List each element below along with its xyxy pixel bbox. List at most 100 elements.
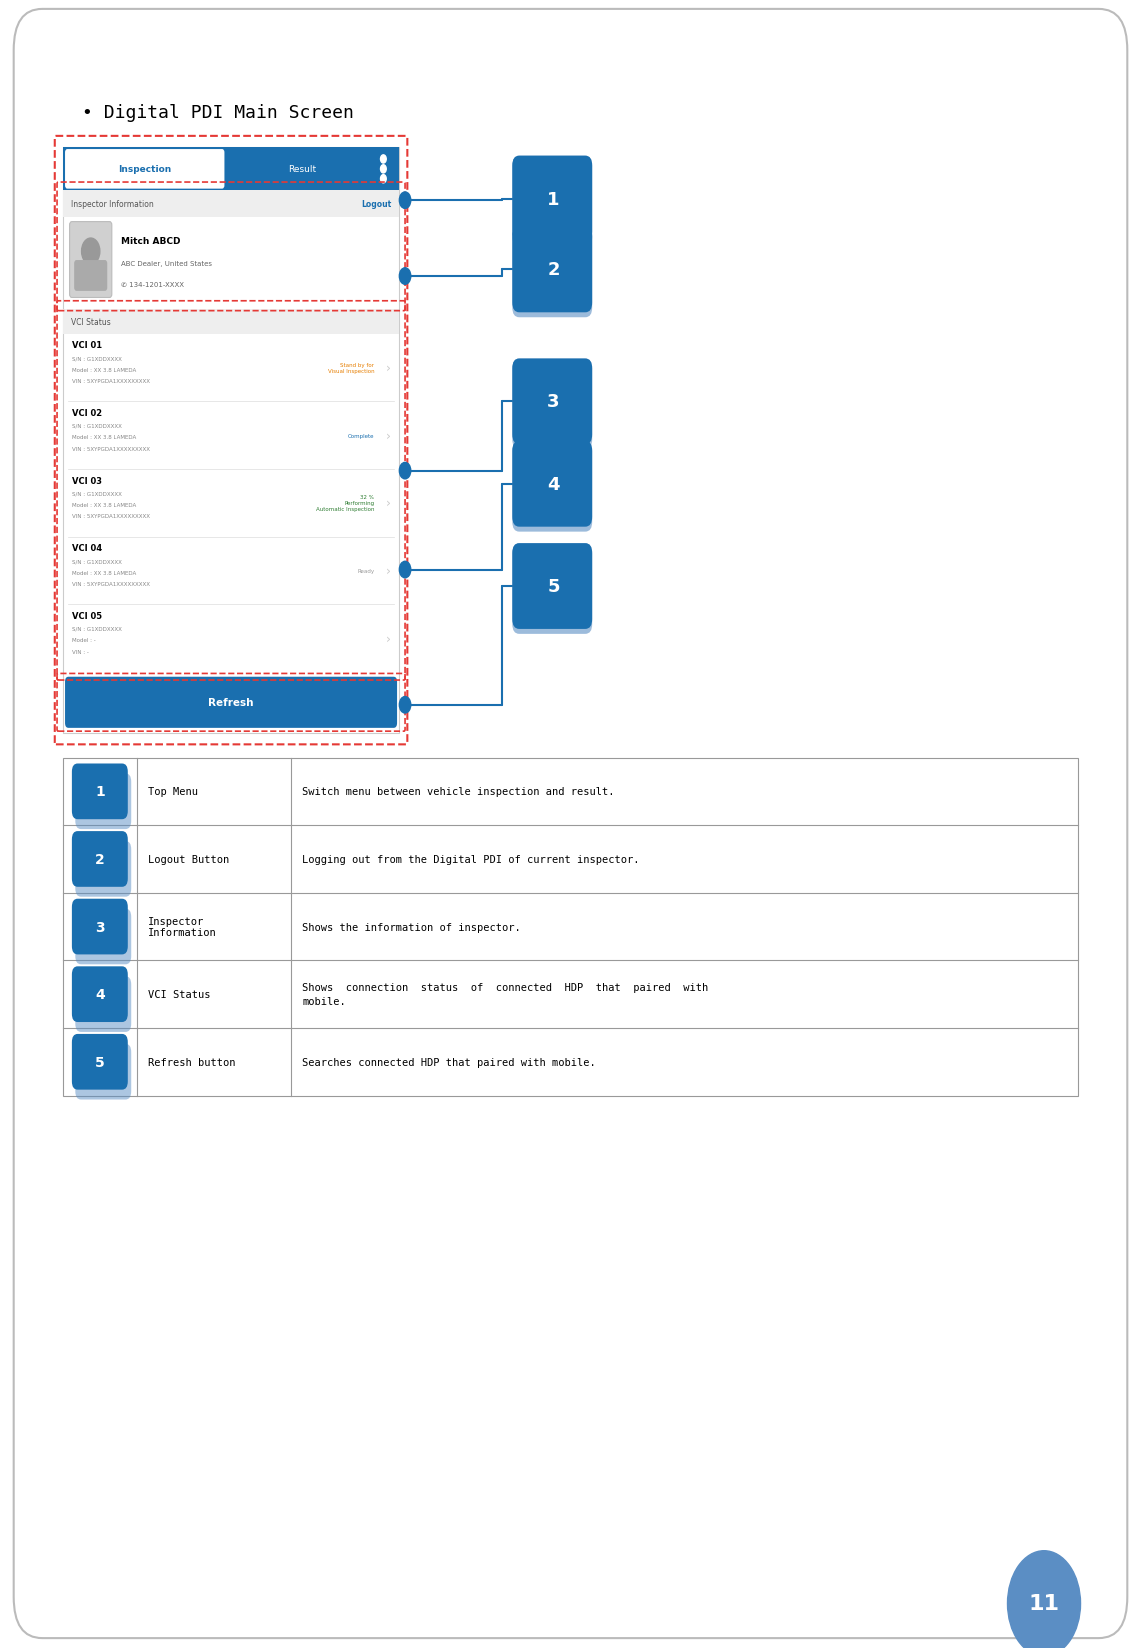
FancyBboxPatch shape — [512, 359, 592, 445]
Text: ›: › — [386, 565, 390, 577]
Text: Top Menu: Top Menu — [148, 786, 199, 798]
Text: Ready: Ready — [357, 569, 374, 574]
Text: 2: 2 — [95, 852, 105, 867]
Text: 5: 5 — [548, 578, 559, 595]
FancyBboxPatch shape — [75, 910, 131, 964]
FancyBboxPatch shape — [512, 544, 592, 634]
Circle shape — [380, 157, 386, 165]
FancyBboxPatch shape — [72, 765, 128, 819]
Circle shape — [380, 176, 386, 185]
Text: Result: Result — [288, 165, 316, 175]
Text: 11: 11 — [1028, 1594, 1060, 1613]
FancyBboxPatch shape — [512, 157, 592, 247]
Text: ›: › — [386, 633, 390, 644]
Bar — [63, 148, 399, 191]
Text: VIN : -: VIN : - — [72, 649, 89, 654]
Text: 3: 3 — [95, 920, 105, 934]
Text: ›: › — [386, 498, 390, 509]
FancyBboxPatch shape — [512, 157, 592, 242]
FancyBboxPatch shape — [74, 260, 107, 292]
Text: S/N : G1XDDXXXX: S/N : G1XDDXXXX — [72, 424, 122, 428]
Text: Logout Button: Logout Button — [148, 854, 229, 865]
Text: Searches connected HDP that paired with mobile.: Searches connected HDP that paired with … — [302, 1056, 596, 1068]
Text: ABC Dealer, United States: ABC Dealer, United States — [121, 260, 212, 267]
Text: Model : XX 3.8 LAMEDA: Model : XX 3.8 LAMEDA — [72, 435, 136, 440]
FancyBboxPatch shape — [70, 222, 112, 298]
Text: Shows  connection  status  of  connected  HDP  that  paired  with
mobile.: Shows connection status of connected HDP… — [302, 982, 709, 1007]
Circle shape — [399, 697, 411, 714]
Text: VIN : 5XYPGDA1XXXXXXXXX: VIN : 5XYPGDA1XXXXXXXXX — [72, 582, 149, 587]
Text: S/N : G1XDDXXXX: S/N : G1XDDXXXX — [72, 491, 122, 496]
FancyBboxPatch shape — [14, 10, 1127, 1638]
Text: S/N : G1XDDXXXX: S/N : G1XDDXXXX — [72, 559, 122, 564]
Text: S/N : G1XDDXXXX: S/N : G1XDDXXXX — [72, 356, 122, 361]
Bar — [63, 758, 1078, 1096]
FancyBboxPatch shape — [75, 977, 131, 1032]
Text: Refresh: Refresh — [209, 697, 253, 709]
Text: Logout: Logout — [361, 199, 391, 209]
FancyBboxPatch shape — [72, 900, 128, 954]
Text: VCI 04: VCI 04 — [72, 544, 102, 552]
Text: 1: 1 — [548, 191, 559, 208]
Text: 3: 3 — [548, 394, 559, 410]
FancyBboxPatch shape — [512, 227, 592, 313]
Text: 1: 1 — [95, 784, 105, 799]
Text: • Digital PDI Main Screen: • Digital PDI Main Screen — [82, 104, 354, 122]
Text: Stand by for
Visual Inspection: Stand by for Visual Inspection — [327, 363, 374, 374]
Text: 4: 4 — [548, 476, 559, 493]
Text: 5: 5 — [95, 1055, 105, 1070]
Bar — [63, 191, 399, 218]
FancyBboxPatch shape — [75, 775, 131, 829]
Text: VIN : 5XYPGDA1XXXXXXXXX: VIN : 5XYPGDA1XXXXXXXXX — [72, 379, 149, 384]
Text: VCI Status: VCI Status — [148, 989, 211, 1000]
Circle shape — [1008, 1551, 1081, 1648]
Bar — [63, 310, 399, 335]
Text: S/N : G1XDDXXXX: S/N : G1XDDXXXX — [72, 626, 122, 631]
Text: Switch menu between vehicle inspection and result.: Switch menu between vehicle inspection a… — [302, 786, 615, 798]
Text: VCI 03: VCI 03 — [72, 476, 102, 485]
Text: Model : XX 3.8 LAMEDA: Model : XX 3.8 LAMEDA — [72, 503, 136, 508]
FancyBboxPatch shape — [512, 442, 592, 527]
Text: VCI 02: VCI 02 — [72, 409, 102, 417]
Text: Mitch ABCD: Mitch ABCD — [121, 237, 180, 246]
Text: Inspector Information: Inspector Information — [71, 199, 154, 209]
Text: Inspector
Information: Inspector Information — [148, 916, 217, 938]
FancyBboxPatch shape — [65, 677, 397, 728]
Text: Complete: Complete — [348, 433, 374, 438]
Text: ✆ 134-1201-XXXX: ✆ 134-1201-XXXX — [121, 282, 184, 287]
Text: Shows the information of inspector.: Shows the information of inspector. — [302, 921, 521, 933]
FancyBboxPatch shape — [72, 967, 128, 1022]
Text: VCI 01: VCI 01 — [72, 341, 102, 349]
FancyBboxPatch shape — [72, 832, 128, 887]
FancyBboxPatch shape — [512, 227, 592, 318]
FancyBboxPatch shape — [512, 359, 592, 450]
Circle shape — [399, 463, 411, 480]
Text: VIN : 5XYPGDA1XXXXXXXXX: VIN : 5XYPGDA1XXXXXXXXX — [72, 447, 149, 452]
Text: 2: 2 — [548, 262, 559, 279]
Text: ›: › — [386, 430, 390, 442]
Text: VCI Status: VCI Status — [71, 318, 111, 326]
Text: Model : -: Model : - — [72, 638, 96, 643]
FancyBboxPatch shape — [72, 1035, 128, 1089]
Bar — [63, 148, 399, 733]
FancyBboxPatch shape — [512, 442, 592, 532]
FancyBboxPatch shape — [75, 842, 131, 897]
Circle shape — [399, 562, 411, 578]
Text: VIN : 5XYPGDA1XXXXXXXXX: VIN : 5XYPGDA1XXXXXXXXX — [72, 514, 149, 519]
FancyBboxPatch shape — [512, 544, 592, 630]
Text: VCI 05: VCI 05 — [72, 611, 102, 620]
Circle shape — [399, 193, 411, 209]
Text: Refresh button: Refresh button — [148, 1056, 236, 1068]
Circle shape — [380, 166, 386, 175]
Text: Logging out from the Digital PDI of current inspector.: Logging out from the Digital PDI of curr… — [302, 854, 640, 865]
FancyBboxPatch shape — [75, 1045, 131, 1099]
Circle shape — [399, 269, 411, 285]
Text: 4: 4 — [95, 987, 105, 1002]
Text: Model : XX 3.8 LAMEDA: Model : XX 3.8 LAMEDA — [72, 570, 136, 575]
FancyBboxPatch shape — [65, 150, 225, 190]
Text: Inspection: Inspection — [119, 165, 171, 175]
Text: 32 %
Performing
Automatic Inspection: 32 % Performing Automatic Inspection — [316, 494, 374, 513]
Circle shape — [81, 239, 99, 265]
Text: ›: › — [386, 363, 390, 374]
Text: Model : XX 3.8 LAMEDA: Model : XX 3.8 LAMEDA — [72, 368, 136, 372]
